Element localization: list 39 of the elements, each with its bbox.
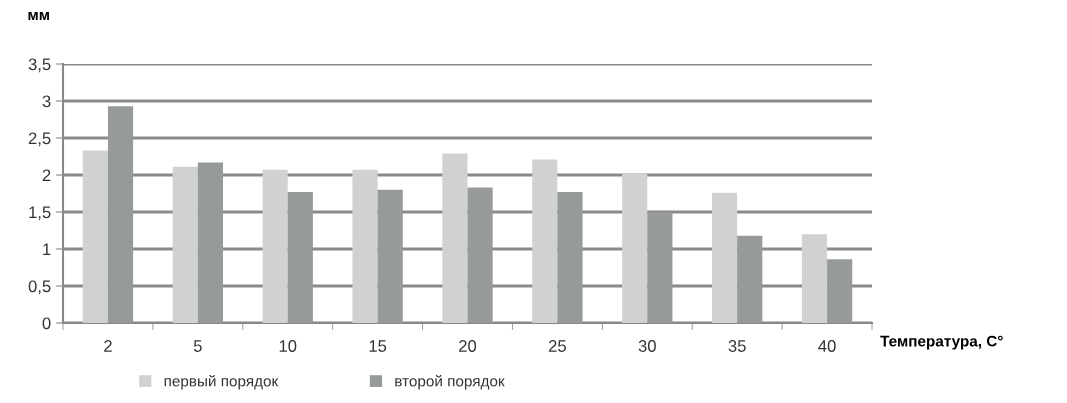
bar (467, 187, 493, 323)
x-tick-label: 30 (638, 340, 656, 352)
y-tick-label: 0 (42, 317, 51, 330)
bar (712, 192, 738, 323)
bar (262, 169, 288, 323)
bar (827, 259, 853, 323)
bar (647, 212, 673, 323)
x-tick-label: 5 (193, 340, 202, 352)
bar (377, 189, 403, 323)
bar (737, 235, 763, 323)
bar (172, 166, 198, 323)
legend-label: первый порядок (164, 375, 279, 390)
y-tick-label: 3,5 (28, 58, 51, 73)
y-tick-label: 3 (42, 95, 51, 108)
bar (197, 162, 223, 323)
legend-label: второй порядок (395, 375, 505, 390)
x-tick-label: 10 (279, 340, 297, 352)
x-tick-label: 2 (104, 340, 112, 352)
bar (532, 159, 558, 323)
x-tick-label: 20 (459, 340, 477, 352)
bar (352, 169, 378, 323)
bar (622, 173, 648, 323)
bar (287, 192, 313, 323)
y-axis-title: мм (28, 11, 49, 20)
y-tick-label: 1 (43, 243, 51, 256)
bar (801, 234, 828, 323)
bar (442, 153, 468, 323)
bar (82, 150, 108, 323)
y-tick-label: 1,5 (29, 206, 51, 221)
x-tick-label: 25 (548, 340, 566, 352)
x-tick-label: 40 (818, 340, 836, 352)
bar (557, 192, 583, 323)
x-tick-label: 15 (369, 340, 387, 352)
x-axis-title: Температура, С° (880, 335, 1003, 350)
y-tick-label: 0,5 (28, 280, 51, 295)
bar (107, 106, 134, 323)
y-tick-label: 2 (42, 169, 51, 182)
x-tick-label: 35 (728, 340, 746, 352)
y-tick-label: 2,5 (28, 132, 51, 147)
